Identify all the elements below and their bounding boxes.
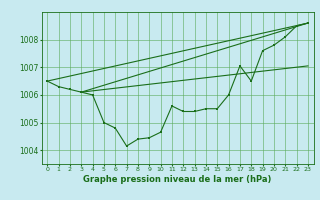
X-axis label: Graphe pression niveau de la mer (hPa): Graphe pression niveau de la mer (hPa)	[84, 175, 272, 184]
